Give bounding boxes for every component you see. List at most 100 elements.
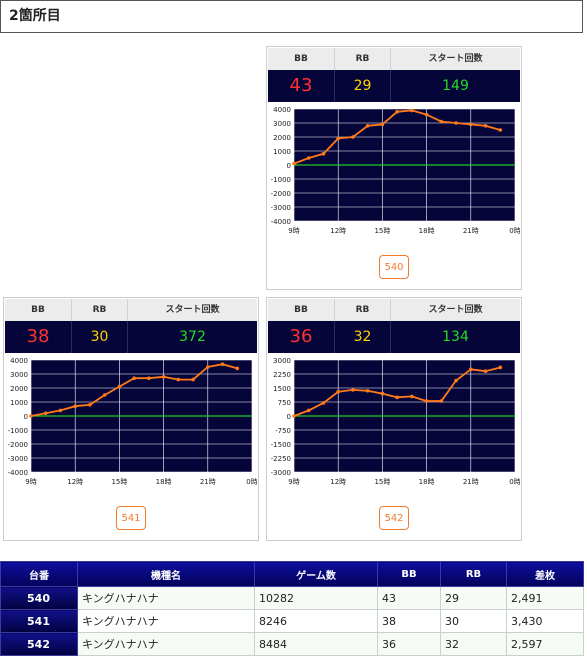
data-point xyxy=(336,136,340,141)
data-point xyxy=(206,365,210,369)
machine-card-541: BB RB スタート回数 38 30 372 4000 3000 2000 1000 0… xyxy=(3,297,259,541)
x-tick-label: 21時 xyxy=(463,478,479,486)
data-point xyxy=(102,393,107,397)
machine-number-cell[interactable]: 542 xyxy=(0,632,78,656)
machine-541-button[interactable]: 541 xyxy=(116,506,146,530)
bb-header: BB xyxy=(268,48,335,70)
x-tick-label: 18時 xyxy=(419,478,435,486)
x-tick-label: 15時 xyxy=(374,478,390,486)
bb-cell: 36 xyxy=(377,632,441,656)
col-header-bb: BB xyxy=(377,561,441,587)
table-header-row: 台番 機種名 ゲーム数 BB RB 差枚 xyxy=(0,561,584,587)
machine-table: 台番 機種名 ゲーム数 BB RB 差枚 540 キングハナハナ 10282 4… xyxy=(0,561,584,656)
data-point xyxy=(439,399,444,403)
start-header: スタート回数 xyxy=(428,54,483,64)
bb-cell: 43 xyxy=(377,586,441,610)
y-tick-label: -2000 xyxy=(8,441,28,449)
machine-number-cell[interactable]: 540 xyxy=(0,586,78,610)
machine-542-button[interactable]: 542 xyxy=(379,506,409,530)
data-point xyxy=(498,128,503,132)
table-row: 541 キングハナハナ 8246 38 30 3,430 xyxy=(0,609,584,633)
x-tick-label: 21時 xyxy=(200,478,216,486)
x-tick-label: 9時 xyxy=(25,478,36,486)
y-tick-label: 3000 xyxy=(273,120,291,128)
data-point xyxy=(336,389,340,394)
table-row: 542 キングハナハナ 8484 36 32 2,597 xyxy=(0,632,584,656)
bb-value: 38 xyxy=(5,321,72,353)
col-header-diff: 差枚 xyxy=(506,561,584,587)
games-cell: 8246 xyxy=(254,609,378,633)
rb-value: 32 xyxy=(335,321,391,353)
machine-card-540: BB RB スタート回数 43 29 149 4000 3000 2000 1000 0… xyxy=(266,46,522,290)
data-point xyxy=(483,124,488,128)
start-value: 134 xyxy=(442,329,469,345)
data-point xyxy=(498,365,503,370)
machine-number-cell[interactable]: 541 xyxy=(0,609,78,633)
data-point xyxy=(29,414,33,418)
rb-value: 29 xyxy=(335,70,391,102)
data-point xyxy=(483,369,488,373)
x-tick-label: 12時 xyxy=(330,478,346,486)
rb-header: RB xyxy=(335,48,391,70)
x-tick-label: 18時 xyxy=(419,227,435,235)
x-tick-label: 0時 xyxy=(509,478,520,486)
card-header: BB RB スタート回数 xyxy=(5,299,257,321)
data-point xyxy=(306,156,311,160)
data-point xyxy=(147,376,151,380)
y-tick-label: 750 xyxy=(278,399,291,407)
data-point xyxy=(132,376,136,380)
x-tick-label: 0時 xyxy=(246,478,257,486)
y-tick-label: -3000 xyxy=(8,455,28,463)
y-tick-label: 0 xyxy=(287,413,291,421)
y-tick-label: -2000 xyxy=(271,190,291,198)
start-value: 149 xyxy=(442,78,469,94)
data-point xyxy=(88,403,92,407)
y-tick-label: 4000 xyxy=(273,106,291,114)
bb-value: 36 xyxy=(268,321,335,353)
data-point xyxy=(469,367,473,372)
data-point xyxy=(58,408,63,413)
card-header: BB RB スタート回数 xyxy=(268,299,520,321)
col-header-number: 台番 xyxy=(0,561,78,587)
col-header-rb: RB xyxy=(440,561,507,587)
data-point xyxy=(73,404,77,408)
model-cell: キングハナハナ xyxy=(77,586,255,610)
data-point xyxy=(380,391,385,396)
x-tick-label: 15時 xyxy=(374,227,390,235)
x-tick-label: 12時 xyxy=(67,478,83,486)
data-point xyxy=(351,135,355,139)
data-point xyxy=(395,110,399,114)
y-tick-label: -3000 xyxy=(271,469,291,477)
machine-540-button[interactable]: 540 xyxy=(379,255,409,279)
x-tick-label: 9時 xyxy=(288,478,299,486)
data-point xyxy=(410,108,414,113)
data-point xyxy=(439,119,444,124)
bb-header: BB xyxy=(268,299,335,321)
bb-header: BB xyxy=(5,299,72,321)
start-value: 372 xyxy=(179,329,206,345)
y-tick-label: 3000 xyxy=(273,357,291,365)
data-point xyxy=(365,389,370,393)
y-tick-label: -4000 xyxy=(271,218,291,226)
y-tick-label: 0 xyxy=(24,413,28,421)
y-tick-label: -1000 xyxy=(8,427,28,435)
machine-card-542: BB RB スタート回数 36 32 134 3000 2250 1500 750 0 -… xyxy=(266,297,522,541)
col-header-model: 機種名 xyxy=(77,561,255,587)
x-tick-label: 18時 xyxy=(156,478,172,486)
section-title: 2箇所目 xyxy=(0,0,583,33)
data-point xyxy=(469,122,473,127)
y-tick-label: 3000 xyxy=(10,371,28,379)
rb-cell: 30 xyxy=(440,609,507,633)
y-tick-label: 1000 xyxy=(273,148,291,156)
bb-value: 43 xyxy=(268,70,335,102)
table-row: 540 キングハナハナ 10282 43 29 2,491 xyxy=(0,586,584,610)
y-tick-label: 2000 xyxy=(10,385,28,393)
model-cell: キングハナハナ xyxy=(77,632,255,656)
diff-cell: 3,430 xyxy=(506,609,584,633)
col-header-games: ゲーム数 xyxy=(254,561,378,587)
y-tick-label: 2250 xyxy=(273,371,291,379)
y-tick-label: 1500 xyxy=(273,385,291,393)
x-tick-label: 9時 xyxy=(288,227,299,235)
